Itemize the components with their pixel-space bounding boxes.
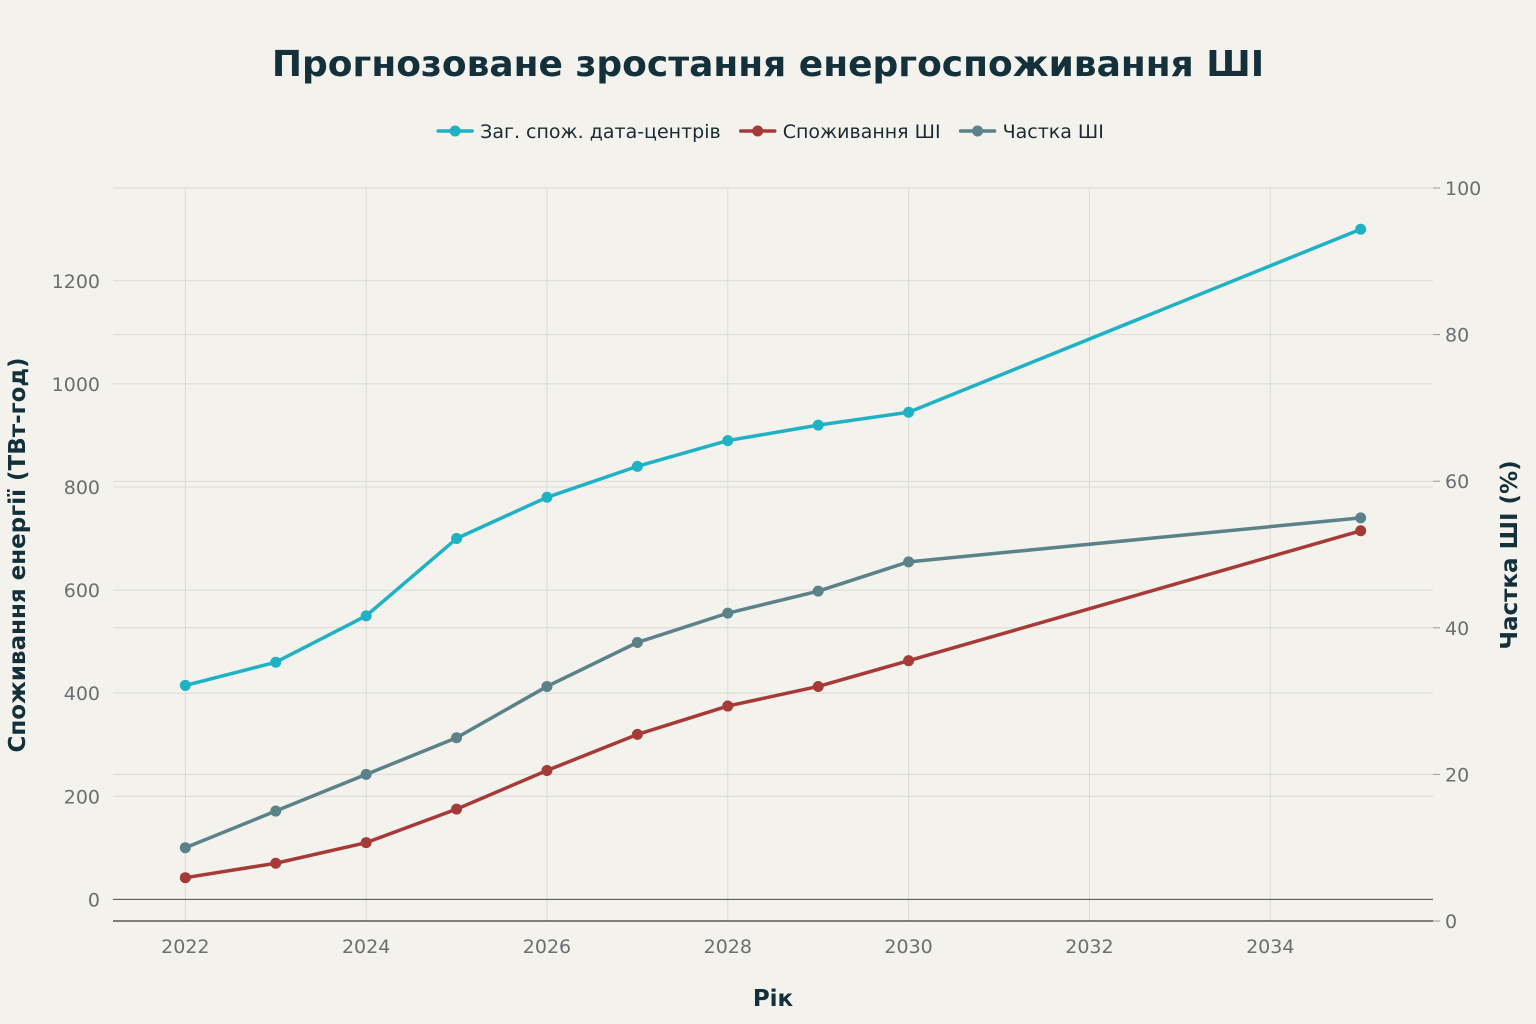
x-axis-tick-labels: 2022 2024 2026 2028 2030 2032 2034: [161, 936, 1294, 958]
legend-swatch-dot-1: [752, 125, 764, 137]
point-1-2029: [812, 680, 824, 692]
point-2-2026: [541, 680, 553, 692]
point-1-2023: [270, 857, 282, 869]
point-0-2024: [360, 610, 372, 622]
point-0-2028: [722, 435, 734, 447]
legend: Заг. спож. дата-центрів Споживання ШІ Част…: [436, 121, 1104, 143]
legend-swatch-dot-0: [449, 125, 461, 137]
point-2-2022: [179, 842, 191, 854]
legend-item-1: Споживання ШІ: [738, 121, 941, 143]
point-2-2027: [631, 636, 643, 648]
point-1-2026: [541, 764, 553, 776]
point-0-2035: [1355, 223, 1367, 235]
y-axis-title: Споживання енергії (ТВт-год): [5, 357, 31, 752]
point-1-2030: [903, 655, 915, 667]
y2-axis-title: Частка ШІ (%): [1497, 460, 1523, 649]
y-tick-0: 0: [88, 889, 100, 911]
y2-tick-20: 20: [1445, 764, 1469, 786]
point-0-2022: [179, 679, 191, 691]
y2-tick-0: 0: [1445, 911, 1457, 933]
legend-label-0: Заг. спож. дата-центрів: [480, 121, 721, 143]
point-1-2024: [360, 837, 372, 849]
y-tick-1000: 1000: [52, 374, 100, 396]
horizontal-gridlines: [113, 187, 1433, 900]
y2-tick-80: 80: [1445, 325, 1469, 347]
point-2-2035: [1355, 512, 1367, 524]
y2-tick-60: 60: [1445, 471, 1469, 493]
y2-tick-100: 100: [1445, 178, 1481, 200]
point-0-2026: [541, 491, 553, 503]
point-0-2023: [270, 656, 282, 668]
x-axis-title: Рік: [753, 986, 794, 1012]
point-2-2024: [360, 768, 372, 780]
point-1-2028: [722, 700, 734, 712]
legend-item-0: Заг. спож. дата-центрів: [436, 121, 721, 143]
vertical-gridlines: [184, 188, 1271, 921]
left-axis-tick-labels: 0 200 400 600 800 1000 1200: [52, 271, 100, 912]
point-2-2029: [812, 585, 824, 597]
y-tick-400: 400: [64, 683, 100, 705]
point-2-2028: [722, 607, 734, 619]
series-layer: [179, 223, 1367, 884]
legend-label-2: Частка ШІ: [1003, 121, 1104, 143]
y-tick-200: 200: [64, 786, 100, 808]
x-tick-2032: 2032: [1065, 936, 1113, 958]
point-2-2025: [451, 732, 463, 744]
series-0: [179, 223, 1367, 691]
x-tick-2022: 2022: [161, 936, 209, 958]
x-tick-2030: 2030: [884, 936, 932, 958]
y-tick-800: 800: [64, 477, 100, 499]
series-1: [179, 525, 1367, 884]
right-axis-tick-labels: 0 20 40 60 80 100: [1433, 178, 1481, 933]
x-tick-2026: 2026: [523, 936, 571, 958]
y-tick-600: 600: [64, 580, 100, 602]
legend-item-2: Частка ШІ: [958, 121, 1104, 143]
x-tick-2034: 2034: [1246, 936, 1294, 958]
series-line-2: [183, 516, 1363, 850]
x-tick-2028: 2028: [704, 936, 752, 958]
series-line-0: [183, 227, 1363, 688]
point-1-2025: [451, 803, 463, 815]
y-tick-1200: 1200: [52, 271, 100, 293]
point-0-2025: [451, 533, 463, 545]
chart-title: Прогнозоване зростання енергоспоживання …: [272, 44, 1264, 85]
y2-tick-40: 40: [1445, 618, 1469, 640]
point-0-2030: [903, 406, 915, 418]
point-0-2029: [812, 419, 824, 431]
point-0-2027: [631, 460, 643, 472]
legend-label-1: Споживання ШІ: [783, 121, 941, 143]
series-2: [179, 512, 1367, 854]
point-2-2030: [903, 556, 915, 568]
point-1-2035: [1355, 525, 1367, 537]
point-1-2027: [631, 728, 643, 740]
series-line-1: [183, 529, 1363, 880]
point-1-2022: [179, 872, 191, 884]
point-2-2023: [270, 805, 282, 817]
x-tick-2024: 2024: [342, 936, 390, 958]
legend-swatch-dot-2: [972, 125, 984, 137]
